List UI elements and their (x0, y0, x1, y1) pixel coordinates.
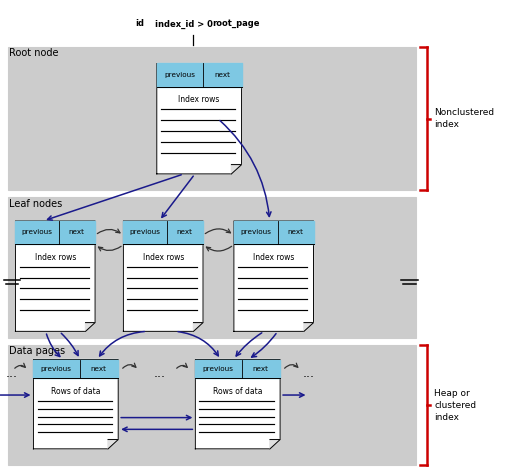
Text: Index rows: Index rows (178, 95, 220, 104)
Text: next: next (287, 229, 303, 235)
Text: ...: ... (302, 368, 315, 380)
Polygon shape (33, 360, 118, 449)
Text: Rows of data: Rows of data (51, 387, 101, 396)
Bar (234, 221, 314, 244)
Text: next: next (252, 366, 269, 372)
Bar (195, 360, 280, 378)
Bar (33, 360, 118, 378)
Bar (8, 345, 416, 465)
Bar (157, 63, 242, 86)
Polygon shape (231, 164, 242, 174)
Text: Index rows: Index rows (253, 252, 295, 261)
Polygon shape (123, 221, 203, 331)
Text: previous: previous (41, 366, 72, 372)
Text: next: next (90, 366, 107, 372)
Polygon shape (234, 221, 314, 331)
Text: index_id > 0: index_id > 0 (155, 19, 213, 29)
Bar (8, 47, 416, 190)
Text: next: next (214, 72, 230, 78)
Polygon shape (304, 322, 314, 331)
Text: Data pages: Data pages (9, 346, 65, 356)
Text: ...: ... (153, 368, 166, 380)
Bar (126, 13, 154, 35)
Bar (15, 221, 95, 244)
Text: Root node: Root node (9, 48, 59, 58)
Bar (123, 221, 203, 244)
Text: next: next (177, 229, 193, 235)
Text: Nonclustered
index: Nonclustered index (434, 108, 494, 129)
Text: Rows of data: Rows of data (213, 387, 263, 396)
Text: previous: previous (164, 72, 195, 78)
Text: Leaf nodes: Leaf nodes (9, 199, 63, 210)
Polygon shape (15, 221, 95, 331)
Polygon shape (108, 439, 118, 449)
Text: Index rows: Index rows (34, 252, 76, 261)
Polygon shape (85, 322, 95, 331)
Polygon shape (157, 63, 242, 174)
Text: previous: previous (22, 229, 52, 235)
Text: Heap or
clustered
index: Heap or clustered index (434, 389, 476, 422)
Text: ...: ... (5, 368, 17, 380)
Text: previous: previous (203, 366, 234, 372)
Text: next: next (69, 229, 85, 235)
Polygon shape (193, 322, 203, 331)
Bar (213, 13, 260, 35)
Text: id: id (136, 19, 144, 29)
Polygon shape (270, 439, 280, 449)
Text: Index rows: Index rows (142, 252, 184, 261)
Polygon shape (195, 360, 280, 449)
Bar (8, 197, 416, 338)
Text: previous: previous (130, 229, 160, 235)
Bar (154, 13, 213, 35)
Text: root_page: root_page (213, 19, 260, 29)
Text: previous: previous (240, 229, 271, 235)
